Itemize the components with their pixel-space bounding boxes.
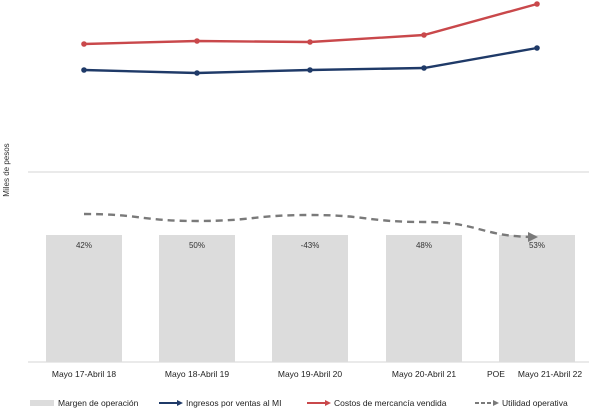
legend-swatch-bars xyxy=(30,399,54,406)
series-point xyxy=(194,38,200,44)
legend-label-ingresos: Ingresos por ventas al MI xyxy=(186,397,282,408)
series-line xyxy=(83,212,538,239)
series-point xyxy=(81,41,87,47)
legend-label-costos: Costos de mercancía vendida xyxy=(334,397,447,408)
bar xyxy=(272,235,348,362)
series-point xyxy=(534,1,540,7)
category-label: Mayo 18-Abril 19 xyxy=(165,369,230,379)
legend-arrow-ingresos xyxy=(159,399,183,406)
category-label: Mayo 17-Abril 18 xyxy=(52,369,117,379)
bar-value-label: -43% xyxy=(301,241,320,250)
series-point xyxy=(307,39,313,45)
bar xyxy=(159,235,235,362)
series-point xyxy=(421,65,427,71)
bar-group xyxy=(46,235,575,362)
series-point xyxy=(421,32,427,38)
category-label: Mayo 20-Abril 21 xyxy=(392,369,457,379)
bar-value-label: 53% xyxy=(529,241,545,250)
legend-label-utilidad: Utilidad operativa xyxy=(502,397,568,408)
label-group: 42% Mayo 17-Abril 18 50% Mayo 18-Abril 19 -4… xyxy=(52,241,583,379)
series-point xyxy=(307,67,313,73)
legend-item-utilidad: Utilidad operativa xyxy=(474,396,568,409)
series-point xyxy=(81,67,87,73)
legend: Margen de operación Ingresos por ventas … xyxy=(0,396,589,409)
bar-value-label: 50% xyxy=(189,241,205,250)
series-point xyxy=(534,45,540,51)
line-group xyxy=(81,1,540,242)
bar xyxy=(46,235,122,362)
legend-item-ingresos: Ingresos por ventas al MI xyxy=(158,396,281,409)
legend-label-margen: Margen de operación xyxy=(58,397,139,408)
bar xyxy=(386,235,462,362)
category-label: Mayo 21-Abril 22 xyxy=(518,369,583,379)
series-point xyxy=(194,70,200,76)
legend-item-costos: Costos de mercancía vendida xyxy=(306,396,446,409)
series-line xyxy=(83,2,538,46)
legend-item-margen: Margen de operación xyxy=(30,396,138,409)
legend-arrow-costos xyxy=(307,399,331,406)
bar xyxy=(499,235,575,362)
category-label: Mayo 19-Abril 20 xyxy=(278,369,343,379)
legend-arrow-utilidad xyxy=(475,399,499,406)
series-arrowhead xyxy=(528,232,538,242)
category-prefix-label: POE xyxy=(487,369,505,379)
bar-value-label: 42% xyxy=(76,241,92,250)
bar-value-label: 48% xyxy=(416,241,432,250)
